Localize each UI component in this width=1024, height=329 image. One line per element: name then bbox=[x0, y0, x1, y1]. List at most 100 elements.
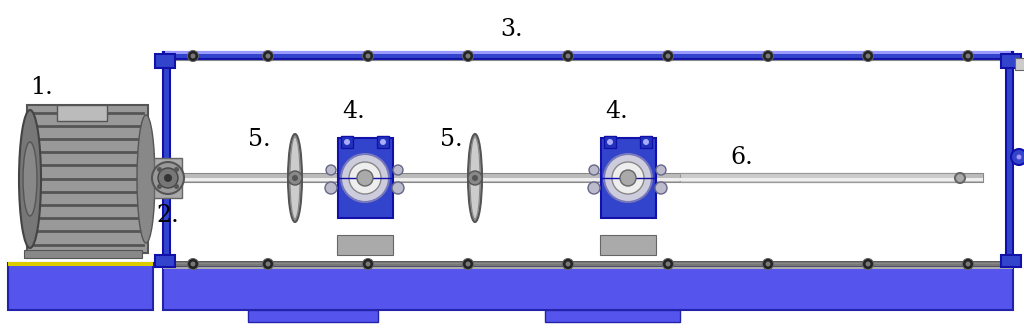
Circle shape bbox=[393, 165, 403, 175]
Text: 4.: 4. bbox=[342, 100, 365, 123]
Bar bbox=[163, 178, 983, 181]
Circle shape bbox=[325, 182, 337, 194]
Circle shape bbox=[466, 262, 470, 266]
Bar bbox=[680, 173, 961, 182]
Circle shape bbox=[588, 182, 600, 194]
Circle shape bbox=[862, 259, 873, 269]
Bar bbox=[155, 255, 175, 267]
Circle shape bbox=[472, 175, 478, 181]
Circle shape bbox=[656, 165, 666, 175]
Circle shape bbox=[463, 259, 473, 269]
Text: 6.: 6. bbox=[730, 146, 753, 169]
Circle shape bbox=[620, 170, 636, 186]
Circle shape bbox=[589, 165, 599, 175]
Circle shape bbox=[604, 154, 652, 202]
Bar bbox=[680, 178, 961, 181]
Ellipse shape bbox=[137, 115, 155, 243]
Ellipse shape bbox=[19, 110, 41, 248]
Circle shape bbox=[190, 54, 196, 59]
Circle shape bbox=[1016, 154, 1022, 160]
Circle shape bbox=[612, 162, 644, 194]
Bar bbox=[27, 105, 148, 253]
Bar bbox=[338, 138, 393, 218]
Bar bbox=[155, 54, 175, 68]
Circle shape bbox=[152, 162, 184, 194]
Bar bbox=[601, 138, 656, 218]
Bar bbox=[1015, 58, 1024, 70]
Circle shape bbox=[392, 182, 404, 194]
Bar bbox=[163, 267, 1013, 269]
Circle shape bbox=[663, 259, 674, 269]
Bar bbox=[163, 173, 983, 182]
Circle shape bbox=[341, 154, 389, 202]
Circle shape bbox=[562, 50, 573, 62]
Circle shape bbox=[357, 170, 373, 186]
Bar bbox=[163, 52, 170, 263]
Circle shape bbox=[164, 174, 172, 182]
Circle shape bbox=[643, 139, 649, 145]
Circle shape bbox=[157, 184, 162, 189]
Circle shape bbox=[288, 171, 302, 185]
Circle shape bbox=[763, 50, 773, 62]
Circle shape bbox=[362, 50, 374, 62]
Circle shape bbox=[366, 262, 371, 266]
Text: 1.: 1. bbox=[30, 77, 53, 99]
Text: 3.: 3. bbox=[500, 18, 522, 41]
Circle shape bbox=[763, 259, 773, 269]
Bar bbox=[640, 136, 652, 148]
Circle shape bbox=[862, 50, 873, 62]
Ellipse shape bbox=[955, 173, 965, 183]
Circle shape bbox=[565, 54, 570, 59]
Circle shape bbox=[966, 262, 971, 266]
Ellipse shape bbox=[23, 142, 37, 216]
Circle shape bbox=[366, 54, 371, 59]
Circle shape bbox=[963, 50, 974, 62]
Circle shape bbox=[158, 168, 178, 188]
Ellipse shape bbox=[290, 137, 300, 219]
Circle shape bbox=[766, 262, 770, 266]
Bar bbox=[163, 262, 1013, 266]
Circle shape bbox=[344, 139, 350, 145]
Bar bbox=[163, 52, 1013, 59]
Circle shape bbox=[766, 54, 770, 59]
Bar bbox=[545, 310, 680, 322]
Bar bbox=[248, 310, 378, 322]
Circle shape bbox=[666, 262, 671, 266]
Circle shape bbox=[187, 259, 199, 269]
Circle shape bbox=[562, 259, 573, 269]
Bar bbox=[24, 250, 142, 258]
Circle shape bbox=[966, 54, 971, 59]
Bar bbox=[57, 105, 106, 121]
Circle shape bbox=[468, 171, 482, 185]
Circle shape bbox=[466, 54, 470, 59]
Text: 5.: 5. bbox=[440, 129, 463, 151]
Text: 2.: 2. bbox=[156, 204, 179, 226]
Bar bbox=[8, 263, 153, 310]
Text: 4.: 4. bbox=[605, 100, 628, 123]
Bar bbox=[163, 261, 1013, 266]
Circle shape bbox=[190, 262, 196, 266]
Circle shape bbox=[362, 259, 374, 269]
Bar bbox=[377, 136, 389, 148]
Circle shape bbox=[380, 139, 386, 145]
Circle shape bbox=[262, 50, 273, 62]
Circle shape bbox=[607, 139, 613, 145]
Bar bbox=[600, 235, 656, 255]
Circle shape bbox=[666, 54, 671, 59]
Circle shape bbox=[326, 165, 336, 175]
Circle shape bbox=[265, 262, 270, 266]
Circle shape bbox=[865, 262, 870, 266]
Ellipse shape bbox=[468, 134, 482, 222]
Circle shape bbox=[157, 167, 162, 172]
Circle shape bbox=[565, 262, 570, 266]
Bar bbox=[337, 235, 393, 255]
Text: 5.: 5. bbox=[248, 129, 270, 151]
Circle shape bbox=[963, 259, 974, 269]
Bar bbox=[1001, 255, 1021, 267]
Circle shape bbox=[663, 50, 674, 62]
Ellipse shape bbox=[470, 137, 480, 219]
Circle shape bbox=[349, 162, 381, 194]
Circle shape bbox=[1011, 149, 1024, 165]
Bar bbox=[341, 136, 353, 148]
Bar bbox=[163, 263, 1013, 310]
